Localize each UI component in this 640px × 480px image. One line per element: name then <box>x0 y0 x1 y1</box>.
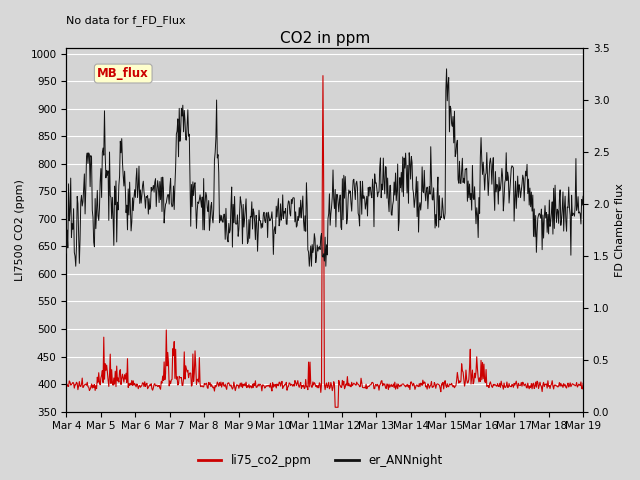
Title: CO2 in ppm: CO2 in ppm <box>280 31 370 46</box>
Y-axis label: LI7500 CO2 (ppm): LI7500 CO2 (ppm) <box>15 179 25 281</box>
Text: MB_flux: MB_flux <box>97 67 149 80</box>
Y-axis label: FD Chamber flux: FD Chamber flux <box>615 183 625 277</box>
Text: No data for f_FD_Flux: No data for f_FD_Flux <box>67 15 186 26</box>
Legend: li75_co2_ppm, er_ANNnight: li75_co2_ppm, er_ANNnight <box>193 449 447 472</box>
